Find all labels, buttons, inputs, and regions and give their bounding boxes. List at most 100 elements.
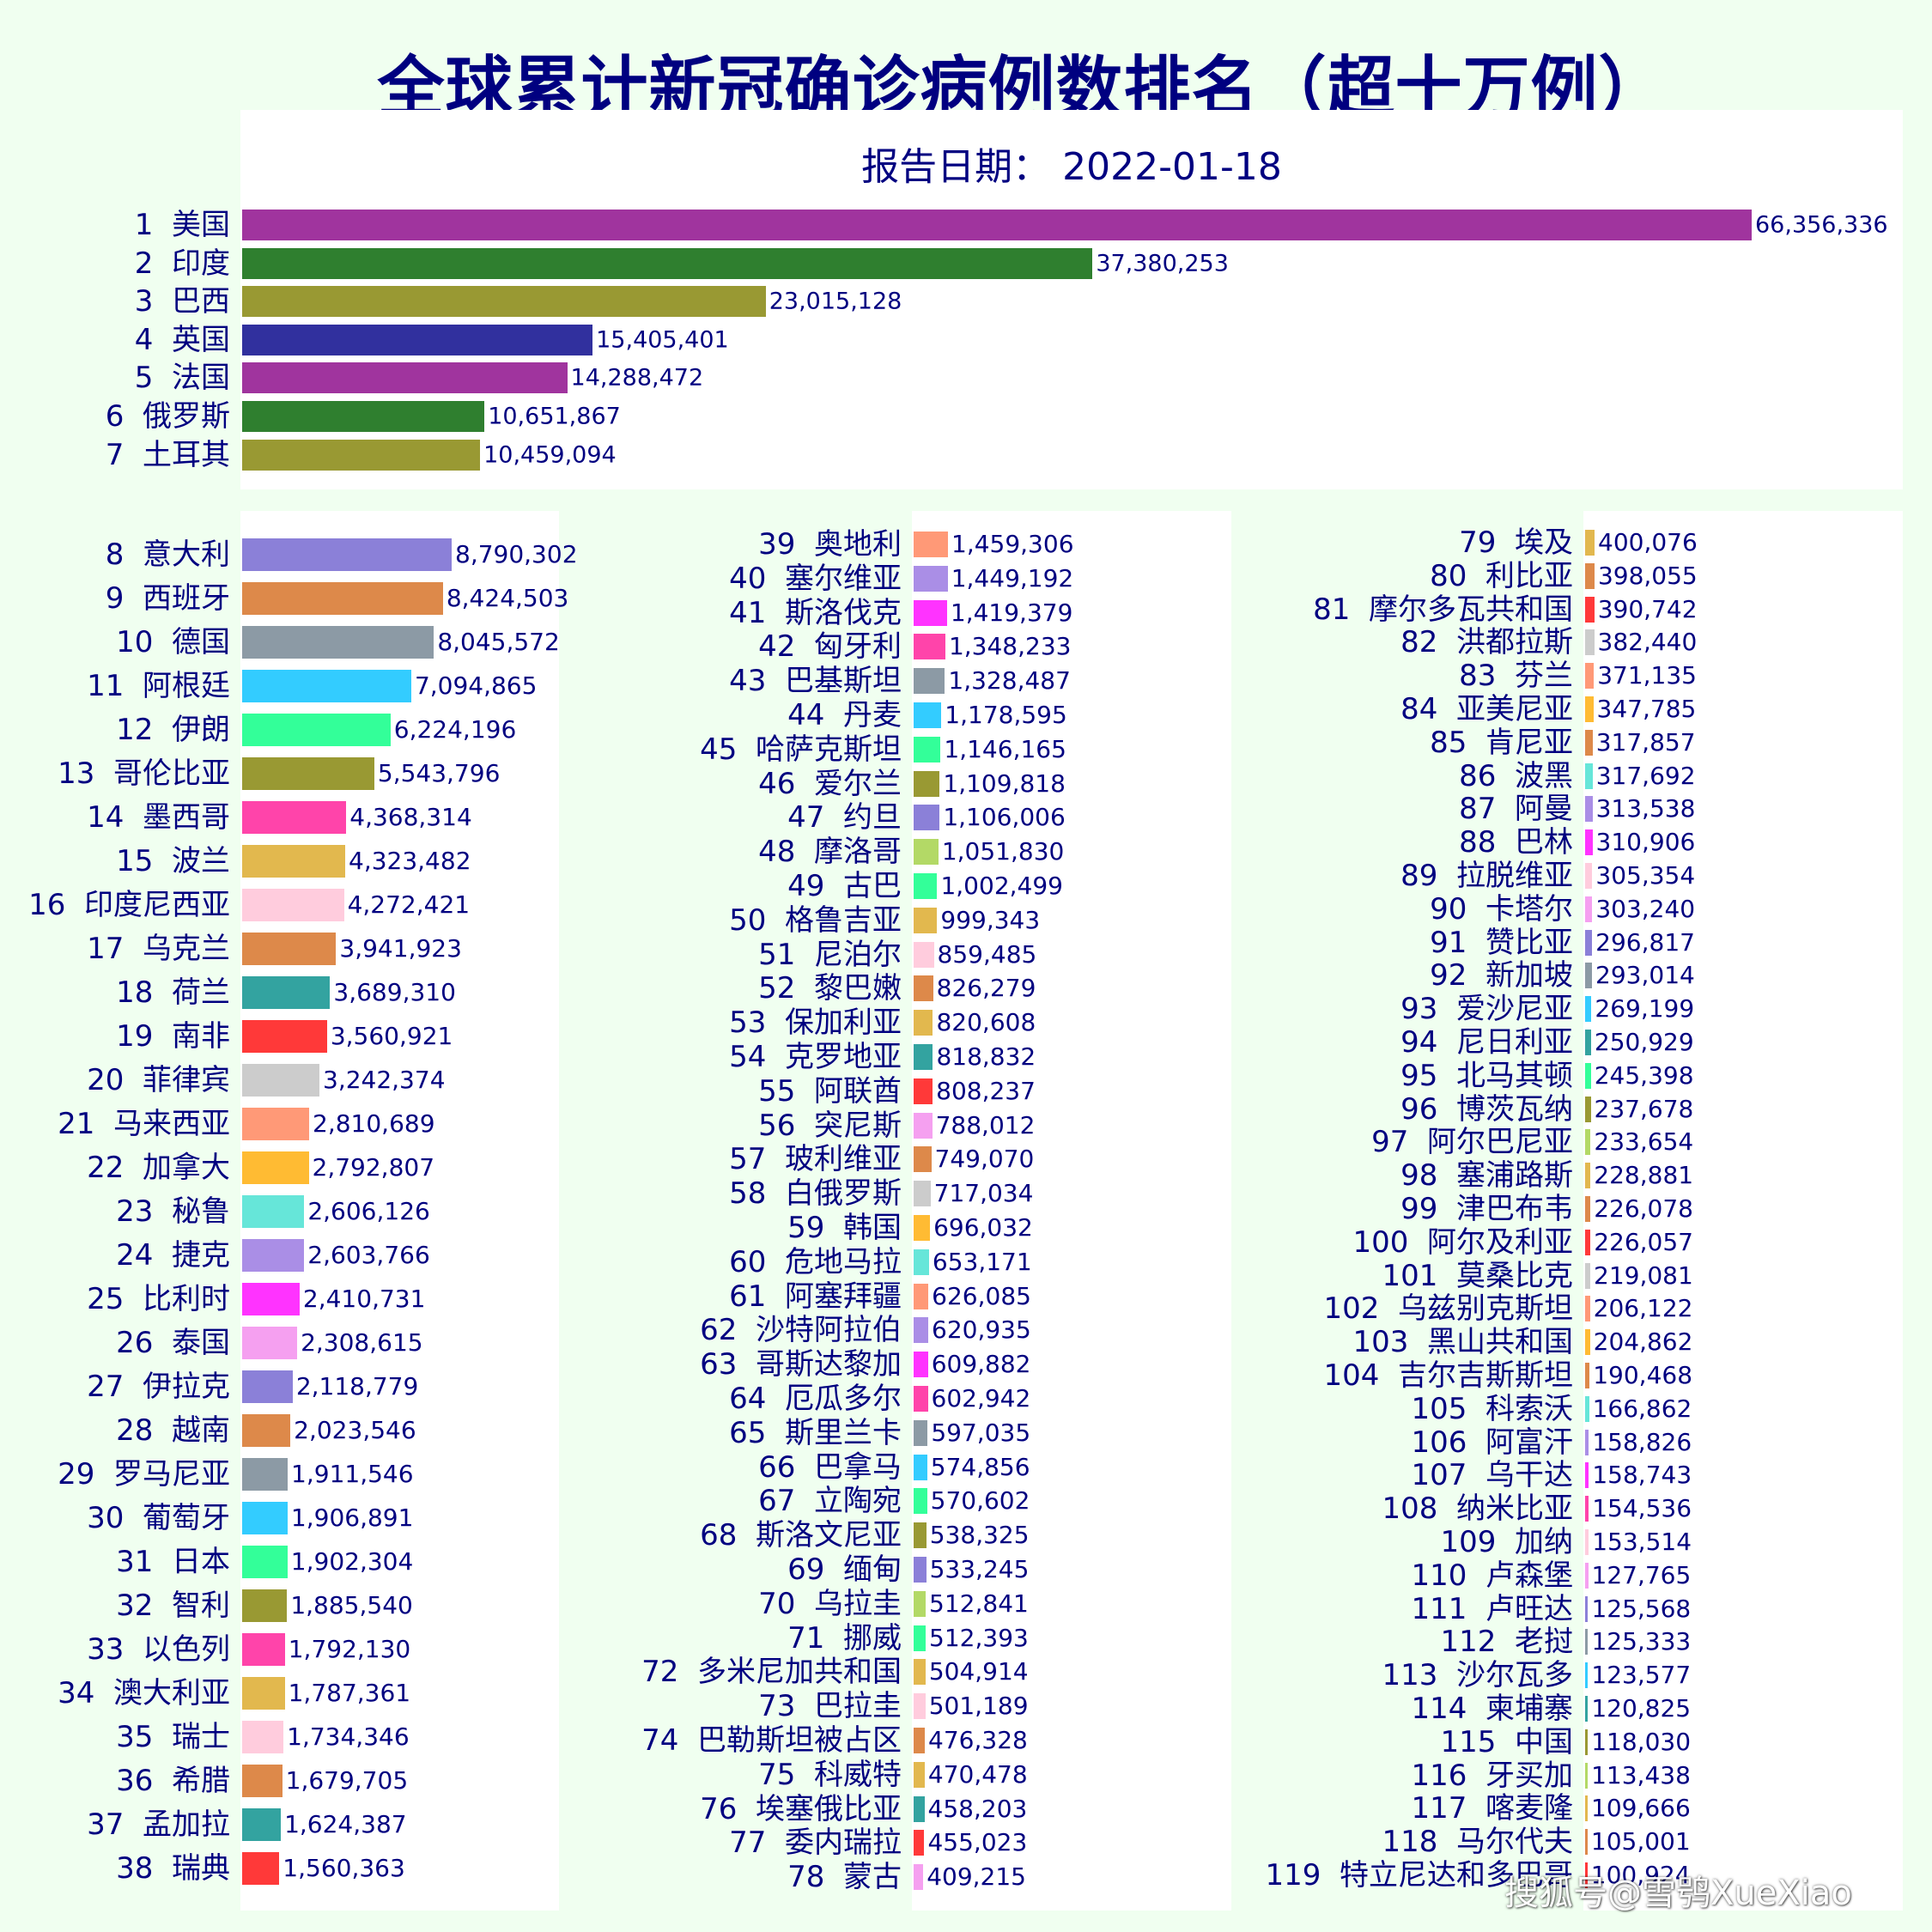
bar-value-label: 6,224,196 xyxy=(393,715,517,744)
bar-category-label: 117 喀麦隆 xyxy=(1411,1794,1573,1823)
bar-value-label: 310,906 xyxy=(1595,828,1696,857)
bar-value-label: 15,405,401 xyxy=(596,326,729,354)
bar-category-label: 49 古巴 xyxy=(787,872,902,901)
country-name: 泰国 xyxy=(172,1326,230,1360)
bar xyxy=(914,805,940,831)
rank-number: 43 xyxy=(729,664,767,699)
bar-value-label: 127,765 xyxy=(1591,1560,1692,1589)
bar-category-label: 97 阿尔巴尼亚 xyxy=(1371,1127,1573,1157)
bar-value-label: 296,817 xyxy=(1595,927,1695,957)
bar-category-label: 17 乌克兰 xyxy=(87,934,230,963)
bar xyxy=(914,1283,929,1309)
bar-value-label: 204,862 xyxy=(1593,1327,1693,1357)
country-name: 玻利维亚 xyxy=(785,1142,902,1177)
bar xyxy=(1585,1329,1590,1356)
report-date: 报告日期： 2022-01-18 xyxy=(240,136,1903,191)
bar-category-label: 71 挪威 xyxy=(787,1624,902,1653)
bar-category-label: 85 肯尼亚 xyxy=(1430,728,1573,757)
bar-value-label: 476,328 xyxy=(928,1726,1028,1754)
bar-category-label: 77 委内瑞拉 xyxy=(729,1828,902,1857)
bar-value-label: 597,035 xyxy=(931,1418,1031,1447)
bar-value-label: 620,935 xyxy=(932,1315,1031,1345)
bar-value-label: 626,085 xyxy=(932,1281,1031,1310)
rank-number: 46 xyxy=(758,766,796,801)
rank-number: 96 xyxy=(1400,1091,1438,1127)
country-name: 阿尔及利亚 xyxy=(1427,1224,1573,1260)
bar-category-label: 59 韩国 xyxy=(787,1213,902,1242)
country-name: 西班牙 xyxy=(143,581,230,616)
bar-value-label: 125,333 xyxy=(1591,1627,1692,1656)
rank-number: 6 xyxy=(105,399,125,434)
bar-category-label: 12 伊朗 xyxy=(116,715,230,744)
bar-value-label: 7,094,865 xyxy=(414,671,538,700)
bar-category-label: 110 卢森堡 xyxy=(1411,1561,1573,1590)
country-name: 北马其顿 xyxy=(1456,1058,1573,1093)
rank-number: 54 xyxy=(729,1040,767,1074)
rank-number: 45 xyxy=(700,732,738,767)
bar-category-label: 98 塞浦路斯 xyxy=(1400,1161,1573,1190)
rank-number: 12 xyxy=(116,713,154,747)
country-name: 日本 xyxy=(172,1545,230,1579)
bar-value-label: 269,199 xyxy=(1595,994,1695,1024)
bar-category-label: 68 斯洛文尼亚 xyxy=(700,1521,902,1550)
rank-number: 17 xyxy=(87,932,125,966)
country-name: 白俄罗斯 xyxy=(785,1176,902,1212)
bar-category-label: 48 摩洛哥 xyxy=(758,837,902,866)
country-name: 波兰 xyxy=(172,844,230,878)
country-name: 卢森堡 xyxy=(1485,1558,1573,1593)
bar-category-label: 106 阿富汗 xyxy=(1411,1428,1573,1457)
bar-value-label: 66,356,336 xyxy=(1755,211,1888,239)
bar xyxy=(242,1589,288,1622)
country-name: 赞比亚 xyxy=(1485,925,1573,960)
bar xyxy=(1585,1762,1589,1789)
bar-value-label: 347,785 xyxy=(1596,695,1697,723)
bar-value-label: 1,792,130 xyxy=(288,1635,411,1663)
bar-value-label: 166,862 xyxy=(1592,1394,1692,1423)
bar-category-label: 19 南非 xyxy=(116,1022,230,1051)
rank-number: 41 xyxy=(729,595,767,630)
country-name: 阿曼 xyxy=(1515,792,1573,827)
bar-value-label: 190,468 xyxy=(1593,1361,1693,1389)
country-name: 津巴布韦 xyxy=(1456,1192,1573,1226)
bar xyxy=(914,873,938,899)
rank-number: 60 xyxy=(729,1244,767,1279)
bar xyxy=(242,210,1752,240)
rank-number: 105 xyxy=(1411,1391,1467,1426)
bar-category-label: 109 加纳 xyxy=(1440,1528,1573,1557)
bar-category-label: 45 哈萨克斯坦 xyxy=(700,735,902,764)
rank-number: 22 xyxy=(87,1151,125,1185)
country-name: 沙尔瓦多 xyxy=(1456,1658,1573,1693)
country-name: 芬兰 xyxy=(1515,659,1573,694)
country-name: 纳米比亚 xyxy=(1456,1492,1573,1527)
country-name: 喀麦隆 xyxy=(1485,1791,1573,1826)
bar-category-label: 112 老挝 xyxy=(1440,1627,1573,1656)
bar-value-label: 1,106,006 xyxy=(943,803,1066,832)
bar-value-label: 1,787,361 xyxy=(288,1679,411,1707)
rank-number: 109 xyxy=(1440,1525,1497,1559)
bar-category-label: 96 博茨瓦纳 xyxy=(1400,1095,1573,1124)
bar-value-label: 2,118,779 xyxy=(295,1372,419,1400)
bar xyxy=(914,1386,928,1412)
bar xyxy=(1585,996,1592,1023)
bar-value-label: 120,825 xyxy=(1591,1694,1692,1722)
country-name: 巴林 xyxy=(1515,825,1573,860)
bar-value-label: 390,742 xyxy=(1597,594,1698,623)
bar-value-label: 1,178,595 xyxy=(945,701,1067,729)
rank-number: 62 xyxy=(700,1313,738,1348)
bar-value-label: 609,882 xyxy=(931,1350,1031,1379)
bar-value-label: 455,023 xyxy=(927,1828,1028,1857)
bar xyxy=(914,1112,933,1139)
bar-value-label: 1,734,346 xyxy=(287,1722,410,1751)
bar-value-label: 2,410,731 xyxy=(302,1285,426,1313)
bar-category-label: 15 波兰 xyxy=(116,847,230,876)
rank-number: 10 xyxy=(116,625,154,659)
bar-category-label: 72 多米尼加共和国 xyxy=(641,1657,902,1686)
bar-category-label: 66 巴拿马 xyxy=(758,1453,902,1482)
rank-number: 23 xyxy=(116,1194,154,1229)
country-name: 特立尼达和多巴哥 xyxy=(1340,1858,1573,1893)
bar-category-label: 81 摩尔多瓦共和国 xyxy=(1313,595,1573,624)
bar-value-label: 8,790,302 xyxy=(455,540,578,568)
bar xyxy=(242,801,347,834)
bar-category-label: 9 西班牙 xyxy=(106,584,230,613)
rank-number: 52 xyxy=(758,971,796,1006)
